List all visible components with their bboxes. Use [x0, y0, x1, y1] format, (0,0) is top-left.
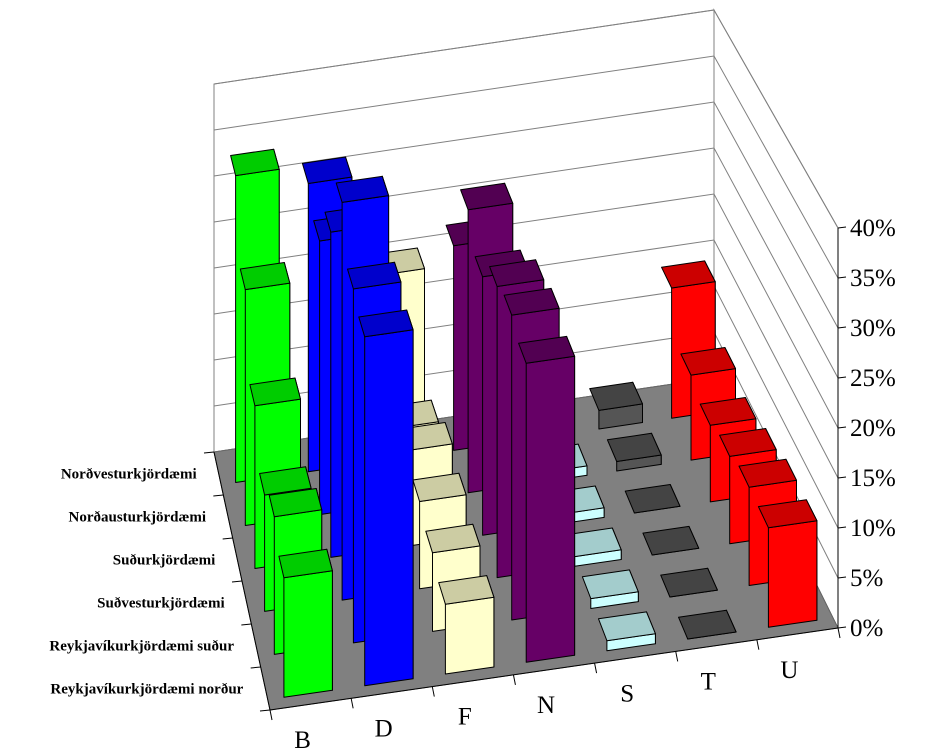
x-tick-label: B	[294, 727, 311, 754]
x-tick-mark	[432, 687, 434, 697]
bar-front	[526, 356, 574, 662]
bar-front	[284, 571, 333, 698]
z-tick-label: 30%	[850, 315, 896, 342]
bar-front	[768, 521, 817, 628]
z-tick-mark	[838, 477, 846, 478]
x-tick-mark	[513, 675, 515, 685]
x-tick-label: N	[537, 692, 555, 719]
x-tick-mark	[351, 698, 353, 708]
depth-tick-mark	[204, 452, 214, 453]
depth-tick-label: Reykjavíkurkjördæmi norður	[50, 682, 243, 698]
bar-S-1	[599, 612, 656, 651]
z-tick-mark	[838, 377, 846, 378]
z-tick-mark	[838, 627, 846, 628]
x-tick-label: S	[620, 680, 634, 707]
z-tick-label: 35%	[850, 265, 896, 292]
z-tick-label: 5%	[850, 565, 883, 592]
z-tick-label: 0%	[850, 615, 883, 642]
depth-tick-mark	[241, 624, 251, 625]
x-tick-label: D	[375, 715, 393, 742]
bar-front	[445, 597, 494, 674]
depth-tick-label: Reykjavíkurkjördæmi suður	[49, 639, 234, 655]
z-tick-mark	[838, 577, 846, 578]
x-tick-mark	[838, 628, 840, 638]
x-tick-mark	[595, 663, 597, 673]
bar-F-1	[439, 576, 494, 674]
x-tick-mark	[676, 651, 678, 661]
z-tick-mark	[838, 327, 846, 328]
x-tick-label: U	[780, 657, 798, 684]
z-tick-label: 10%	[850, 515, 896, 542]
depth-tick-label: Suðurkjördæmi	[113, 553, 216, 569]
x-tick-mark	[757, 640, 759, 650]
bar-D-1	[359, 310, 413, 686]
bar-S-2	[582, 570, 638, 609]
bar-front	[365, 330, 413, 686]
x-tick-label: T	[701, 669, 716, 696]
depth-tick-mark	[232, 581, 242, 582]
depth-tick-mark	[260, 710, 270, 711]
z-tick-label: 15%	[850, 465, 896, 492]
x-tick-mark	[270, 710, 272, 720]
bar-B-1	[279, 549, 333, 697]
depth-tick-mark	[251, 667, 261, 668]
z-tick-label: 20%	[850, 415, 896, 442]
z-tick-label: 40%	[850, 215, 896, 242]
z-tick-mark	[838, 527, 846, 528]
z-tick-label: 25%	[850, 365, 896, 392]
z-tick-mark	[838, 277, 846, 278]
z-tick-mark	[838, 227, 846, 228]
depth-tick-mark	[213, 495, 223, 496]
depth-tick-mark	[223, 538, 233, 539]
depth-tick-label: Suðvesturkjördæmi	[97, 596, 225, 612]
z-tick-mark	[838, 427, 846, 428]
depth-tick-label: Norðvesturkjördæmi	[61, 467, 197, 483]
depth-tick-label: Norðausturkjördæmi	[69, 510, 207, 526]
x-tick-label: F	[458, 704, 472, 731]
bar-N-1	[519, 336, 575, 662]
